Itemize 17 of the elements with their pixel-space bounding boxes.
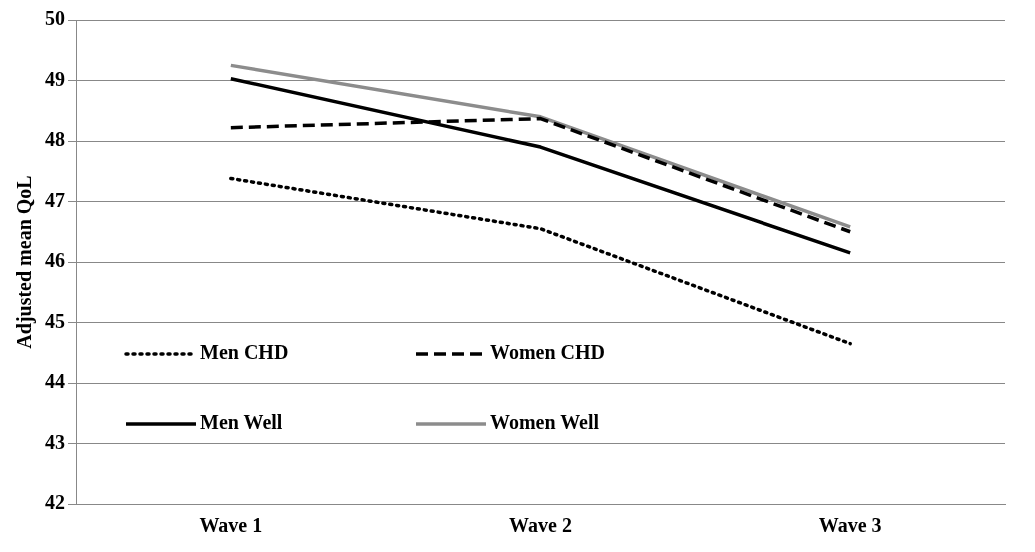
y-tick-label: 44 <box>45 370 65 393</box>
y-tick-label: 48 <box>45 128 65 151</box>
y-tick-label: 43 <box>45 430 65 453</box>
y-tick-label: 50 <box>45 7 65 30</box>
y-tick-label: 46 <box>45 249 65 272</box>
legend-label: Men CHD <box>200 341 289 364</box>
y-axis-title: Adjusted mean QoL <box>13 175 37 349</box>
y-tick-label: 49 <box>45 67 65 90</box>
y-tick-label: 47 <box>45 188 65 211</box>
x-tick-label: Wave 2 <box>509 514 572 537</box>
x-tick-label: Wave 1 <box>199 514 263 537</box>
y-tick-label: 42 <box>45 491 65 514</box>
x-tick-label: Wave 3 <box>818 514 882 537</box>
legend-label: Men Well <box>200 411 283 434</box>
legend-label: Women Well <box>490 411 600 434</box>
legend-label: Women CHD <box>490 341 605 364</box>
y-tick-label: 45 <box>45 309 65 332</box>
